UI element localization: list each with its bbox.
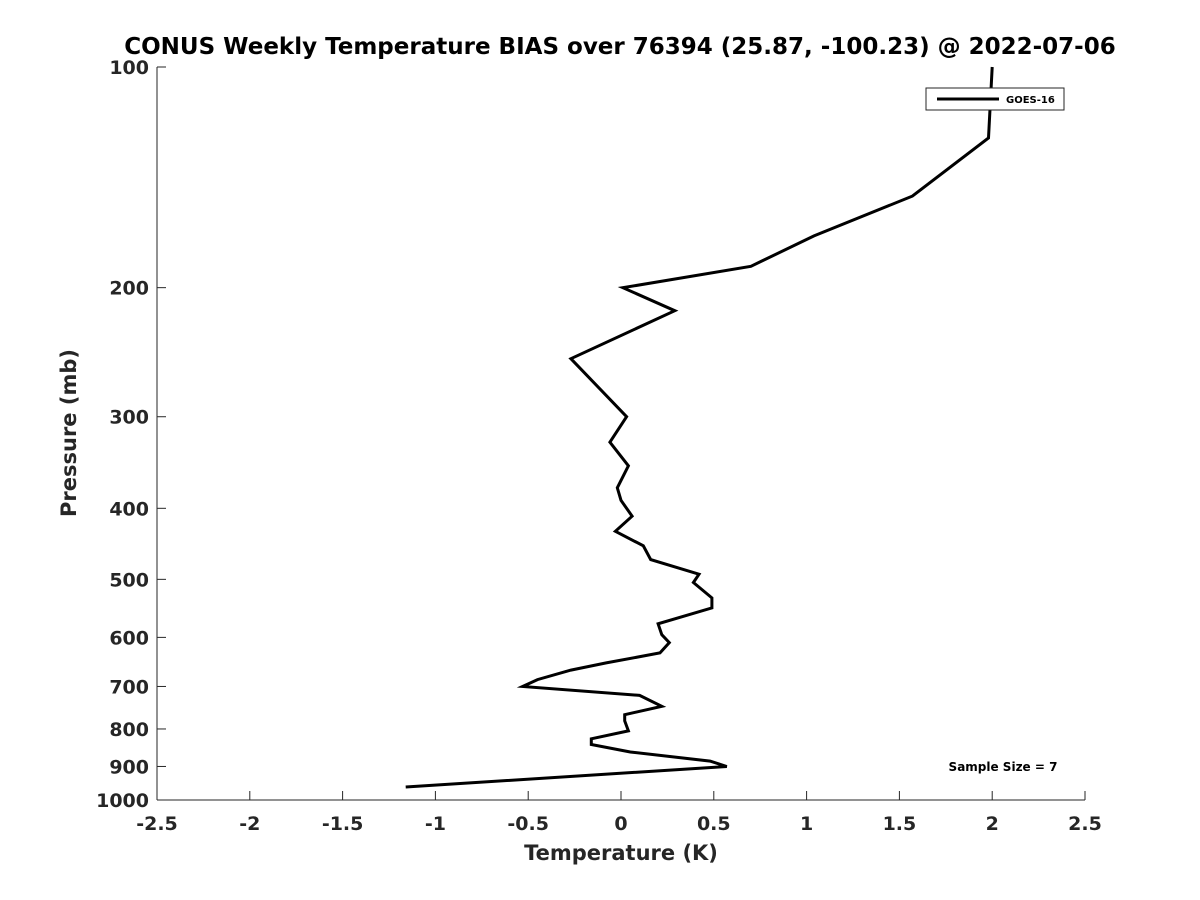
- y-tick-label: 300: [109, 407, 149, 429]
- y-tick-label: 800: [109, 719, 149, 741]
- y-tick-label: 100: [109, 57, 149, 79]
- y-axis-label: Pressure (mb): [57, 349, 81, 517]
- series-line-goes-16: [405, 66, 994, 789]
- plot-area: [157, 67, 1085, 800]
- x-tick-label: -0.5: [507, 813, 549, 835]
- x-tick-label: -1: [425, 813, 446, 835]
- x-tick-label: 2.5: [1068, 813, 1102, 835]
- x-tick-label: -1.5: [322, 813, 364, 835]
- chart-title: CONUS Weekly Temperature BIAS over 76394…: [124, 34, 1115, 60]
- x-tick-label: -2.5: [136, 813, 178, 835]
- legend: GOES-16: [925, 87, 1065, 111]
- x-tick-label: 1: [800, 813, 813, 835]
- y-tick-label: 700: [109, 676, 149, 698]
- sample-size-annotation: Sample Size = 7: [949, 760, 1058, 774]
- x-tick-label: 0.5: [697, 813, 731, 835]
- x-tick-label: -2: [239, 813, 260, 835]
- x-tick-label: 2: [986, 813, 999, 835]
- x-ticks: -2.5 -2 -1.5 -1 -0.5 0 0.5 1 1.5 2 2.5: [136, 791, 1102, 835]
- y-tick-label: 500: [109, 569, 149, 591]
- y-tick-label: 900: [109, 756, 149, 778]
- y-ticks: 100 200 300 400 500 600 700 800 900 1000: [96, 57, 166, 812]
- x-axis-label: Temperature (K): [524, 841, 718, 865]
- series-layer: [405, 66, 994, 789]
- y-tick-label: 600: [109, 627, 149, 649]
- x-tick-label: 1.5: [883, 813, 917, 835]
- y-tick-label: 200: [109, 278, 149, 300]
- legend-label-goes-16: GOES-16: [1006, 95, 1055, 106]
- y-tick-label: 1000: [96, 790, 149, 812]
- x-tick-label: 0: [614, 813, 627, 835]
- y-tick-label: 400: [109, 498, 149, 520]
